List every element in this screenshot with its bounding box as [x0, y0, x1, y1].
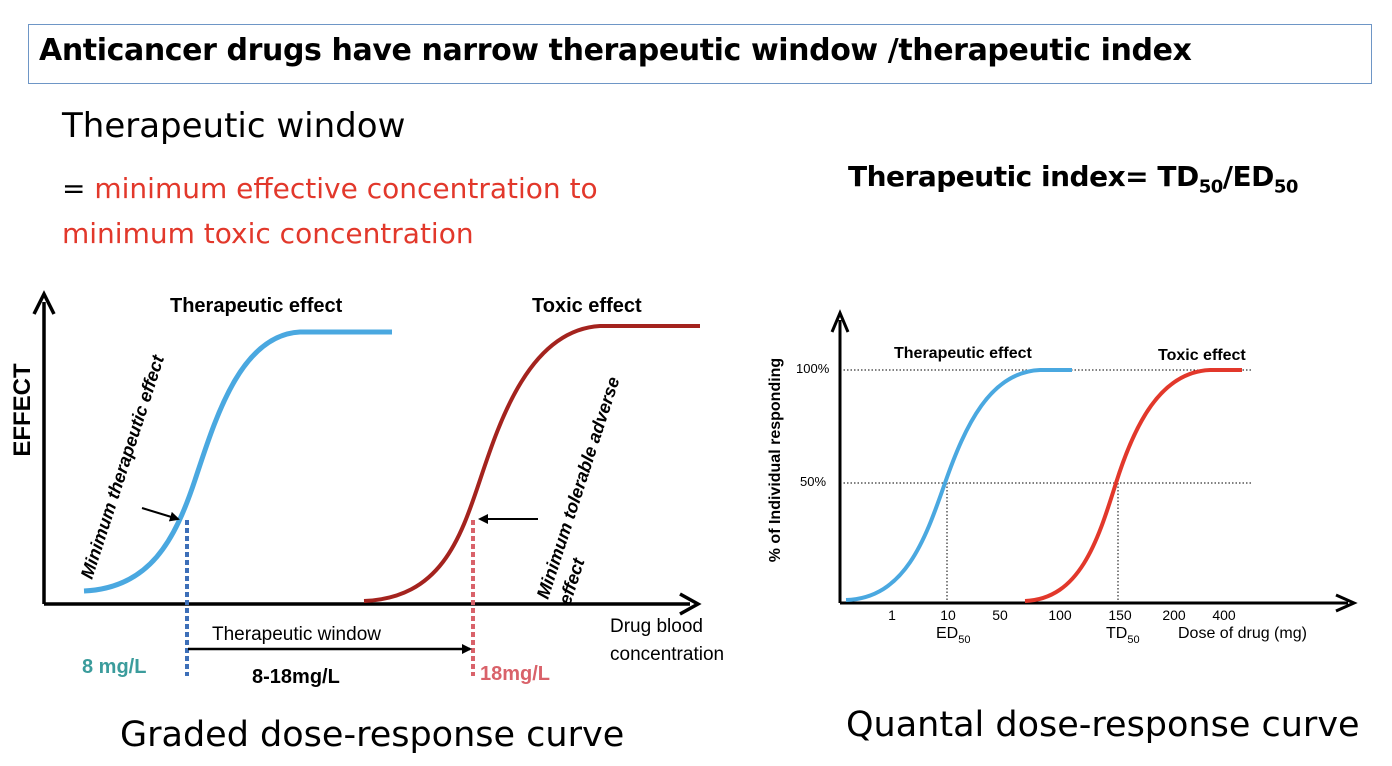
graded-diagram: EFFECT Therapeutic effect Toxic effect M… [9, 290, 724, 688]
quantal-caption: Quantal dose-response curve [846, 705, 1360, 745]
graded-y-label: EFFECT [9, 363, 36, 457]
slide-title: Anticancer drugs have narrow therapeutic… [39, 33, 1192, 68]
quantal-ed50-text: ED [936, 625, 958, 642]
graded-min-therapeutic-pointer [141, 507, 180, 522]
quantal-x-arrowhead [1335, 593, 1358, 613]
quantal-ed50-label: ED50 [936, 625, 970, 646]
graded-y-arrowhead [32, 290, 56, 315]
therapeutic-index-formula: Therapeutic index= TD50/ED50 [848, 160, 1298, 198]
quantal-td50-label: TD50 [1106, 625, 1140, 646]
quantal-td50-sub: 50 [1127, 634, 1139, 646]
quantal-diagram: % of Individual responding 100% 50% Ther… [767, 309, 1358, 646]
graded-range-label: 8-18mg/L [252, 666, 340, 688]
graded-x-label-2: concentration [610, 644, 724, 665]
graded-x-arrowhead [679, 592, 702, 616]
quantal-y-label: % of Individual responding [767, 358, 784, 562]
graded-caption: Graded dose-response curve [120, 715, 625, 755]
graded-x-label-1: Drug blood [610, 616, 703, 637]
quantal-x-tick: 100 [1048, 607, 1072, 623]
graded-therapeutic-label: Therapeutic effect [170, 295, 343, 317]
quantal-x-tick: 1 [888, 607, 896, 623]
formula-td: Therapeutic index= TD [848, 160, 1199, 193]
therapeutic-window-heading: Therapeutic window [62, 106, 406, 146]
quantal-toxic-label: Toxic effect [1158, 347, 1246, 364]
quantal-x-tick: 150 [1108, 607, 1132, 623]
quantal-x-tick: 200 [1162, 607, 1186, 623]
formula-ed: /ED [1222, 160, 1275, 193]
quantal-y-tick-100: 100% [796, 361, 830, 376]
graded-window-label: Therapeutic window [212, 624, 381, 645]
formula-td-sub: 50 [1198, 176, 1224, 198]
quantal-x-label: Dose of drug (mg) [1178, 625, 1307, 642]
quantal-td50-text: TD [1106, 625, 1127, 642]
graded-toxic-curve [363, 324, 700, 603]
quantal-x-tick: 50 [992, 607, 1008, 623]
quantal-y-tick-50: 50% [800, 474, 826, 489]
graded-therapeutic-curve [83, 329, 392, 594]
graded-low-label: 8 mg/L [82, 656, 146, 678]
graded-toxic-label: Toxic effect [532, 295, 642, 317]
graded-high-label: 18mg/L [480, 663, 550, 685]
title-box: Anticancer drugs have narrow therapeutic… [28, 24, 1372, 84]
definition-equals: = [62, 172, 95, 205]
definition-text: minimum effective concentration to minim… [62, 172, 598, 250]
quantal-therapeutic-curve [845, 368, 1072, 602]
quantal-ed50-sub: 50 [958, 634, 970, 646]
formula-ed-sub: 50 [1273, 176, 1299, 198]
quantal-y-arrowhead [830, 309, 850, 333]
therapeutic-window-definition: = minimum effective concentration to min… [62, 166, 702, 256]
graded-min-therapeutic-label: Minimum therapeutic effect [77, 352, 169, 581]
quantal-x-tick: 10 [940, 607, 956, 623]
quantal-toxic-curve [1024, 368, 1242, 603]
quantal-therapeutic-label: Therapeutic effect [894, 345, 1032, 362]
quantal-x-tick: 400 [1212, 607, 1236, 623]
